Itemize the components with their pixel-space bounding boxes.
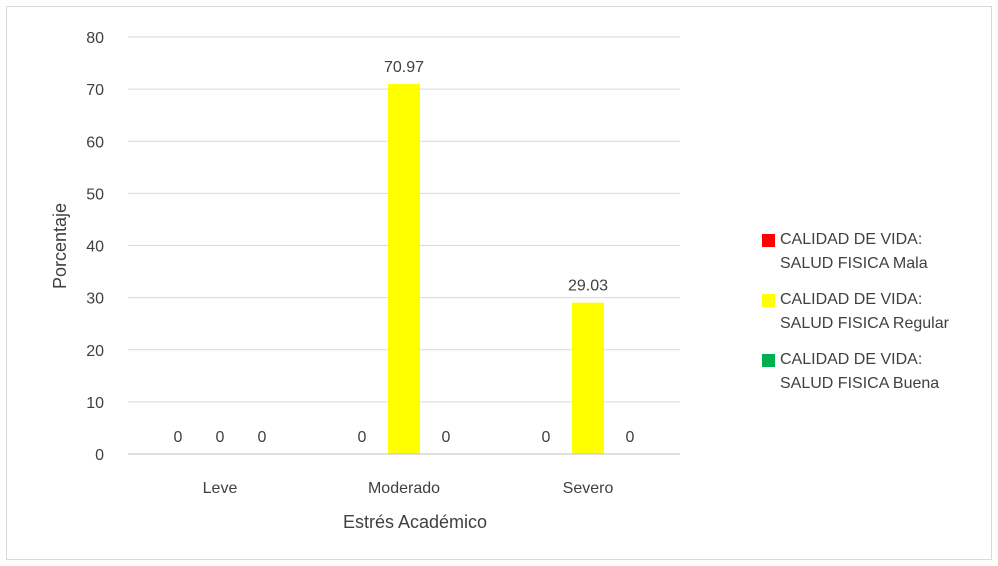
legend-label-mala: CALIDAD DE VIDA: SALUD FISICA Mala (780, 231, 928, 272)
legend-item-regular: CALIDAD DE VIDA: SALUD FISICA Regular (760, 288, 996, 336)
y-tick-label: 40 (86, 239, 104, 256)
data-label: 0 (358, 429, 367, 446)
y-tick-label: 30 (86, 291, 104, 308)
legend-swatch-buena (762, 354, 775, 367)
y-tick-label: 60 (86, 134, 104, 151)
y-tick-label: 80 (86, 30, 104, 47)
bar (572, 302, 604, 454)
data-label: 0 (542, 429, 551, 446)
data-label: 0 (216, 429, 225, 446)
chart-frame (6, 6, 992, 560)
x-axis-ticks: Leve Moderado Severo (203, 480, 614, 497)
data-label: 0 (174, 429, 183, 446)
y-axis-ticks: 0 10 20 30 40 50 60 70 80 (86, 30, 104, 464)
x-tick-label: Severo (563, 480, 614, 497)
bars (388, 84, 604, 454)
y-tick-label: 20 (86, 343, 104, 360)
legend-label-buena: CALIDAD DE VIDA: SALUD FISICA Buena (780, 351, 940, 392)
legend-swatch-regular (762, 294, 775, 307)
data-label: 70.97 (384, 59, 424, 76)
legend-swatch-mala (762, 234, 775, 247)
data-label: 0 (442, 429, 451, 446)
y-axis-title: Porcentaje (50, 203, 70, 289)
x-axis-title: Estrés Académico (343, 512, 487, 532)
x-tick-label: Leve (203, 480, 238, 497)
legend: CALIDAD DE VIDA: SALUD FISICA Mala CALID… (760, 228, 996, 408)
y-tick-label: 70 (86, 82, 104, 99)
y-tick-label: 50 (86, 186, 104, 203)
data-label: 29.03 (568, 278, 608, 295)
y-tick-label: 10 (86, 395, 104, 412)
data-label: 0 (626, 429, 635, 446)
x-tick-label: Moderado (368, 480, 440, 497)
data-label: 0 (258, 429, 267, 446)
data-labels: 0 0 0 0 70.97 0 0 29.03 0 (174, 59, 635, 446)
bar (388, 84, 420, 454)
legend-item-buena: CALIDAD DE VIDA: SALUD FISICA Buena (760, 348, 996, 396)
y-tick-label: 0 (95, 447, 104, 464)
legend-label-regular: CALIDAD DE VIDA: SALUD FISICA Regular (780, 291, 949, 332)
legend-item-mala: CALIDAD DE VIDA: SALUD FISICA Mala (760, 228, 996, 276)
